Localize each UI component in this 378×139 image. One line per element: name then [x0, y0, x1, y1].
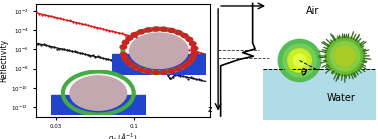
Text: Water: Water: [326, 93, 355, 103]
Circle shape: [70, 76, 127, 110]
Circle shape: [186, 60, 193, 64]
Circle shape: [175, 31, 182, 35]
Circle shape: [138, 30, 144, 34]
Circle shape: [186, 37, 193, 41]
Circle shape: [325, 37, 365, 76]
Text: z: z: [208, 106, 212, 115]
Circle shape: [181, 34, 188, 38]
Circle shape: [288, 49, 311, 72]
Circle shape: [278, 39, 321, 82]
Text: Air: Air: [306, 6, 319, 16]
Circle shape: [181, 64, 188, 68]
Bar: [51, 95, 146, 115]
Circle shape: [191, 46, 198, 50]
Bar: [112, 54, 206, 75]
Circle shape: [191, 51, 198, 55]
Circle shape: [126, 61, 133, 65]
Circle shape: [131, 65, 138, 69]
Circle shape: [175, 67, 182, 71]
X-axis label: q$_z$ ($\AA^{-1}$): q$_z$ ($\AA^{-1}$): [108, 131, 138, 139]
Circle shape: [130, 33, 188, 69]
Circle shape: [153, 27, 159, 31]
Circle shape: [131, 33, 138, 37]
Circle shape: [161, 27, 167, 31]
Circle shape: [335, 46, 355, 66]
Circle shape: [161, 70, 167, 74]
Circle shape: [330, 41, 360, 71]
Circle shape: [120, 45, 127, 49]
Circle shape: [120, 53, 127, 57]
Circle shape: [145, 70, 152, 74]
Bar: [263, 69, 376, 120]
Circle shape: [122, 57, 129, 61]
Text: θ: θ: [301, 68, 306, 77]
Y-axis label: Reflectivity: Reflectivity: [0, 39, 9, 82]
Circle shape: [126, 36, 133, 40]
Circle shape: [122, 40, 129, 44]
Circle shape: [293, 54, 306, 67]
Circle shape: [145, 28, 152, 32]
Circle shape: [283, 44, 316, 77]
Circle shape: [168, 69, 175, 73]
Circle shape: [153, 70, 159, 74]
Circle shape: [168, 28, 175, 32]
Circle shape: [189, 42, 196, 46]
Circle shape: [189, 56, 196, 60]
Circle shape: [138, 68, 144, 72]
